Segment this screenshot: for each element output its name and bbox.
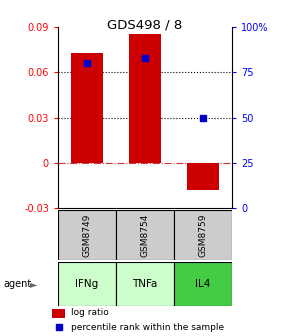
- Text: GSM8749: GSM8749: [82, 213, 92, 257]
- Text: percentile rank within the sample: percentile rank within the sample: [71, 323, 224, 332]
- Text: GSM8754: GSM8754: [140, 213, 150, 257]
- Bar: [187, 163, 219, 190]
- Text: IFNg: IFNg: [75, 279, 99, 289]
- Bar: [71, 53, 103, 163]
- Text: agent: agent: [3, 279, 31, 289]
- Text: ►: ►: [30, 279, 37, 289]
- Bar: [58, 210, 116, 260]
- Bar: [58, 262, 116, 306]
- Bar: [116, 262, 174, 306]
- Bar: [129, 34, 161, 163]
- Bar: [174, 262, 232, 306]
- Text: GDS498 / 8: GDS498 / 8: [107, 18, 183, 32]
- Bar: [116, 210, 174, 260]
- Bar: [52, 309, 65, 318]
- Bar: [174, 210, 232, 260]
- Text: log ratio: log ratio: [71, 308, 108, 318]
- Text: IL4: IL4: [195, 279, 211, 289]
- Text: GSM8759: GSM8759: [198, 213, 208, 257]
- Text: TNFa: TNFa: [132, 279, 158, 289]
